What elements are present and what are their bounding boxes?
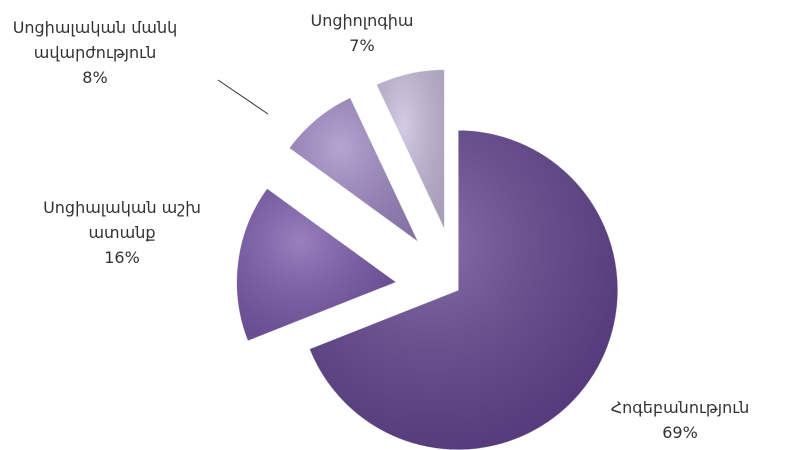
data-label: Սոցիալական մանկավարժություն 8%: [9, 15, 181, 90]
data-label: Սոցիոլոգիա 7%: [277, 8, 447, 58]
percent-label: 8%: [82, 68, 108, 87]
data-label: Հոգեբանություն 69%: [580, 395, 780, 445]
category-label: Սոցիոլոգիա: [310, 11, 414, 30]
category-label: Սոցիալական մանկավարժություն: [12, 18, 178, 62]
slice-shade: [236, 188, 397, 342]
percent-label: 69%: [662, 423, 698, 442]
category-label: Հոգեբանություն: [610, 398, 750, 417]
category-label: Սոցիալական աշխատանք: [43, 198, 201, 242]
slice-shade: [376, 69, 445, 230]
leader-line: [217, 79, 269, 115]
slice-shade: [289, 97, 419, 243]
percent-label: 16%: [104, 248, 140, 267]
percent-label: 7%: [349, 36, 375, 55]
slice-shade: [309, 130, 618, 450]
data-label: Սոցիալական աշխատանք 16%: [42, 195, 202, 270]
